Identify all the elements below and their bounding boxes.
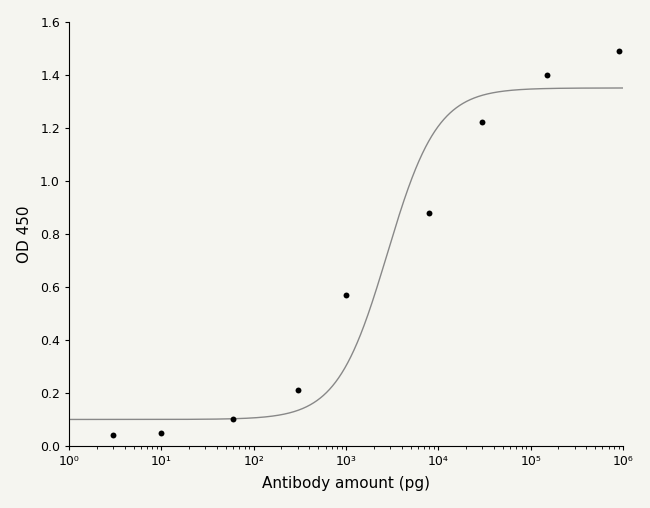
Point — [108, 431, 118, 439]
Point — [292, 386, 303, 394]
Y-axis label: OD 450: OD 450 — [17, 205, 32, 263]
Point — [477, 118, 488, 126]
Point — [156, 429, 166, 437]
Point — [341, 291, 351, 299]
Point — [541, 71, 552, 79]
Point — [424, 209, 435, 217]
X-axis label: Antibody amount (pg): Antibody amount (pg) — [262, 477, 430, 491]
Point — [614, 47, 624, 55]
Point — [228, 416, 239, 424]
